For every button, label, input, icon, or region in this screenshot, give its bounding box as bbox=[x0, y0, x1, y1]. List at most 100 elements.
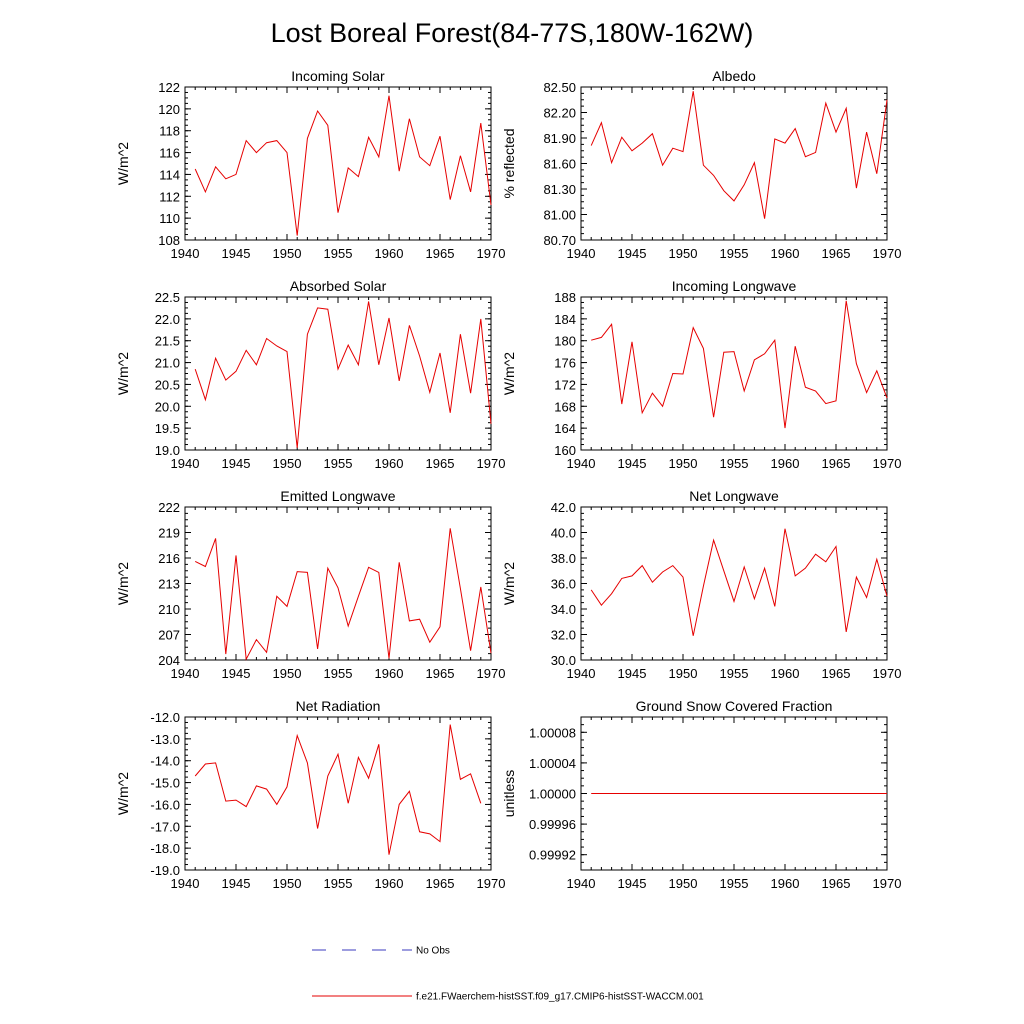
y-tick-label: 1.00000 bbox=[529, 787, 576, 802]
y-tick-label: 80.70 bbox=[543, 233, 576, 248]
y-axis-label: W/m^2 bbox=[501, 562, 517, 605]
x-tick-label: 1950 bbox=[273, 246, 302, 261]
y-tick-label: 22.5 bbox=[155, 290, 180, 305]
y-axis-label: W/m^2 bbox=[115, 352, 131, 395]
x-tick-label: 1955 bbox=[720, 876, 749, 891]
y-tick-label: 122 bbox=[158, 80, 180, 95]
x-tick-label: 1955 bbox=[324, 666, 353, 681]
x-tick-label: 1955 bbox=[720, 456, 749, 471]
y-tick-label: 176 bbox=[554, 356, 576, 371]
x-tick-label: 1945 bbox=[222, 456, 251, 471]
x-tick-label: 1945 bbox=[618, 456, 647, 471]
x-tick-label: 1940 bbox=[567, 666, 596, 681]
y-axis-label: W/m^2 bbox=[115, 772, 131, 815]
x-tick-label: 1940 bbox=[171, 666, 200, 681]
x-tick-label: 1940 bbox=[567, 456, 596, 471]
y-tick-label: 188 bbox=[554, 290, 576, 305]
x-tick-label: 1965 bbox=[822, 246, 851, 261]
x-tick-label: 1960 bbox=[771, 246, 800, 261]
x-tick-label: 1945 bbox=[222, 876, 251, 891]
x-tick-label: 1950 bbox=[669, 666, 698, 681]
x-tick-label: 1945 bbox=[618, 876, 647, 891]
y-tick-label: 118 bbox=[159, 124, 180, 139]
chart-panel: Absorbed Solar 1940 1945 1950 1955 1960 1965 19… bbox=[115, 278, 505, 471]
y-tick-label: 20.5 bbox=[155, 377, 180, 392]
y-axis-label: W/m^2 bbox=[501, 352, 517, 395]
x-tick-label: 1970 bbox=[477, 666, 506, 681]
panel-title: Net Radiation bbox=[296, 698, 381, 714]
y-tick-label: 184 bbox=[554, 312, 576, 327]
x-tick-label: 1945 bbox=[222, 246, 251, 261]
x-tick-label: 1965 bbox=[426, 876, 455, 891]
y-tick-label: 30.0 bbox=[551, 653, 576, 668]
y-axis-label: unitless bbox=[501, 770, 517, 817]
y-tick-label: 222 bbox=[158, 500, 180, 515]
x-tick-label: 1960 bbox=[375, 666, 404, 681]
plot-frame bbox=[580, 86, 888, 241]
x-tick-label: 1955 bbox=[324, 876, 353, 891]
chart-panel: Emitted Longwave 1940 1945 1950 1955 1960 1965… bbox=[115, 488, 505, 681]
series-line bbox=[194, 95, 492, 236]
y-tick-label: -15.0 bbox=[150, 776, 180, 791]
chart-panel: Albedo 1940 1945 1950 1955 1960 1965 1970 80.70 8… bbox=[501, 68, 901, 261]
y-tick-label: 32.0 bbox=[551, 628, 576, 643]
plot-frame bbox=[184, 506, 492, 661]
y-tick-label: 164 bbox=[554, 421, 576, 436]
legend-model-label: f.e21.FWaerchem-histSST.f09_g17.CMIP6-hi… bbox=[416, 992, 704, 1003]
x-tick-label: 1970 bbox=[477, 876, 506, 891]
y-tick-label: 82.50 bbox=[543, 80, 576, 95]
y-tick-label: 168 bbox=[554, 399, 576, 414]
panel-title: Absorbed Solar bbox=[290, 278, 387, 294]
x-tick-label: 1970 bbox=[477, 246, 506, 261]
x-tick-label: 1960 bbox=[771, 876, 800, 891]
plot-frame bbox=[580, 506, 888, 661]
x-tick-label: 1955 bbox=[720, 246, 749, 261]
chart-panel: Ground Snow Covered Fraction 1940 1945 1950… bbox=[501, 698, 901, 891]
y-tick-label: 81.60 bbox=[543, 157, 576, 172]
series-line bbox=[590, 528, 888, 636]
x-tick-label: 1940 bbox=[171, 876, 200, 891]
x-tick-label: 1965 bbox=[822, 456, 851, 471]
y-tick-label: 19.0 bbox=[155, 443, 180, 458]
y-tick-label: 21.5 bbox=[155, 334, 180, 349]
y-tick-label: -18.0 bbox=[150, 841, 180, 856]
x-tick-label: 1940 bbox=[171, 246, 200, 261]
y-tick-label: 210 bbox=[158, 602, 180, 617]
y-tick-label: 108 bbox=[158, 233, 180, 248]
y-tick-label: 82.20 bbox=[543, 106, 576, 121]
y-tick-label: 40.0 bbox=[551, 526, 576, 541]
y-tick-label: 114 bbox=[159, 167, 180, 182]
x-tick-label: 1965 bbox=[426, 456, 455, 471]
x-tick-label: 1950 bbox=[669, 246, 698, 261]
figure-title: Lost Boreal Forest(84-77S,180W-162W) bbox=[271, 18, 754, 48]
y-tick-label: -19.0 bbox=[150, 863, 180, 878]
y-tick-label: 180 bbox=[554, 334, 576, 349]
series-line bbox=[590, 91, 888, 219]
x-tick-label: 1970 bbox=[873, 876, 902, 891]
panel-grid: Incoming Solar 1940 1945 1950 1955 1960 1965 19… bbox=[115, 68, 901, 891]
y-tick-label: 0.99992 bbox=[529, 848, 576, 863]
x-tick-label: 1950 bbox=[669, 876, 698, 891]
x-tick-label: 1940 bbox=[567, 246, 596, 261]
y-tick-label: 204 bbox=[158, 653, 180, 668]
y-tick-label: 120 bbox=[158, 102, 180, 117]
x-tick-label: 1955 bbox=[720, 666, 749, 681]
y-tick-label: 160 bbox=[554, 443, 576, 458]
x-tick-label: 1960 bbox=[771, 666, 800, 681]
series-line bbox=[194, 528, 492, 661]
plot-frame bbox=[184, 716, 492, 871]
y-axis-label: W/m^2 bbox=[115, 562, 131, 605]
y-tick-label: 42.0 bbox=[551, 500, 576, 515]
chart-panel: Net Radiation 1940 1945 1950 1955 1960 1965 197… bbox=[115, 698, 505, 891]
x-tick-label: 1970 bbox=[873, 246, 902, 261]
y-tick-label: -17.0 bbox=[150, 819, 180, 834]
y-tick-label: 20.0 bbox=[155, 399, 180, 414]
panel-title: Incoming Longwave bbox=[672, 278, 797, 294]
x-tick-label: 1965 bbox=[426, 666, 455, 681]
y-tick-label: 1.00008 bbox=[529, 725, 576, 740]
x-tick-label: 1950 bbox=[273, 456, 302, 471]
y-tick-label: 172 bbox=[554, 377, 576, 392]
panel-title: Incoming Solar bbox=[291, 68, 385, 84]
x-tick-label: 1965 bbox=[822, 876, 851, 891]
